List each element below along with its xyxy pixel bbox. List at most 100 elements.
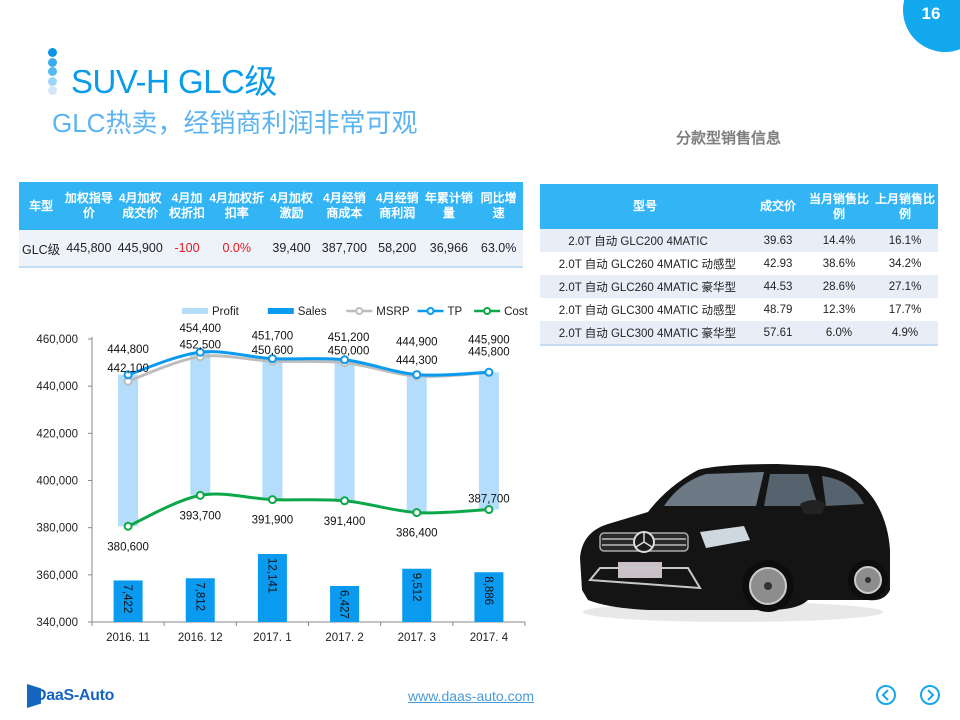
page-title: SUV-H GLC级 bbox=[71, 63, 277, 100]
chevron-left-circle-icon bbox=[881, 689, 889, 701]
table-cell: 57.61 bbox=[750, 321, 806, 346]
svg-text:444,300: 444,300 bbox=[396, 355, 438, 367]
logo-mark-icon bbox=[27, 684, 41, 708]
svg-text:451,200: 451,200 bbox=[328, 332, 370, 344]
column-header: 4月加 权折扣 bbox=[165, 182, 209, 230]
table-cell: 16.1% bbox=[872, 229, 938, 252]
chevron-right-circle-icon bbox=[927, 689, 935, 701]
page-subtitle: GLC热卖，经销商利润非常可观 bbox=[52, 108, 418, 138]
svg-text:445,900: 445,900 bbox=[468, 334, 510, 346]
svg-text:2017. 2: 2017. 2 bbox=[325, 632, 363, 644]
website-link[interactable]: www.daas-auto.com bbox=[408, 688, 535, 704]
svg-text:444,900: 444,900 bbox=[396, 337, 438, 349]
table-cell: 44.53 bbox=[750, 275, 806, 298]
summary-table-header-row: 车型 加权指导价 4月加权 成交价 4月加 权折扣 4月加权折 扣率 4月加权 激励 4月经销 商成本… bbox=[19, 182, 523, 230]
table-cell: 2.0T 自动 GLC260 4MATIC 动感型 bbox=[540, 252, 750, 275]
table-cell: 445,900 bbox=[114, 230, 166, 268]
svg-text:2017. 3: 2017. 3 bbox=[398, 632, 436, 644]
table-cell: 39,400 bbox=[265, 230, 318, 268]
table-row: 2.0T 自动 GLC300 4MATIC 动感型 48.79 12.3% 17.7% bbox=[540, 298, 938, 321]
svg-text:2016. 12: 2016. 12 bbox=[178, 632, 223, 644]
table-cell: 39.63 bbox=[750, 229, 806, 252]
title-dot-3 bbox=[48, 76, 57, 86]
svg-text:452,500: 452,500 bbox=[179, 340, 221, 352]
daas-auto-logo: DaaS-Auto bbox=[27, 684, 114, 708]
title-dot-0 bbox=[48, 48, 57, 57]
column-header: 上月销售比例 bbox=[872, 184, 938, 229]
svg-text:Profit: Profit bbox=[212, 306, 240, 318]
variant-section-label: 分款型销售信息 bbox=[676, 130, 782, 147]
table-row: 2.0T 自动 GLC300 4MATIC 豪华型 57.61 6.0% 4.9% bbox=[540, 321, 938, 346]
svg-text:Cost: Cost bbox=[504, 306, 528, 318]
svg-text:6,427: 6,427 bbox=[338, 590, 350, 619]
table-cell: 48.79 bbox=[750, 298, 806, 321]
svg-text:445,800: 445,800 bbox=[468, 346, 510, 358]
svg-text:12,141: 12,141 bbox=[265, 558, 277, 593]
table-cell: 17.7% bbox=[872, 298, 938, 321]
variant-sales-table: 型号 成交价 当月销售比例上月销售比例 2.0T 自动 GLC200 4MATIC 3… bbox=[540, 184, 938, 346]
svg-text:7,812: 7,812 bbox=[193, 582, 205, 611]
svg-text:391,400: 391,400 bbox=[324, 516, 366, 528]
svg-text:380,600: 380,600 bbox=[107, 541, 149, 553]
svg-text:444,800: 444,800 bbox=[107, 344, 149, 356]
svg-text:MSRP: MSRP bbox=[376, 306, 410, 318]
table-cell: 2.0T 自动 GLC200 4MATIC bbox=[540, 229, 750, 252]
svg-text:Sales: Sales bbox=[298, 306, 327, 318]
previous-page-button[interactable] bbox=[876, 685, 896, 705]
table-cell: 14.4% bbox=[806, 229, 872, 252]
table-cell: 63.0% bbox=[474, 230, 523, 268]
svg-text:2017. 4: 2017. 4 bbox=[470, 632, 509, 644]
svg-text:460,000: 460,000 bbox=[36, 334, 78, 346]
svg-text:450,000: 450,000 bbox=[328, 346, 370, 358]
column-header: 4月经销 商成本 bbox=[317, 182, 371, 230]
title-dot-4 bbox=[48, 86, 57, 95]
svg-text:442,100: 442,100 bbox=[107, 363, 149, 375]
svg-text:7,422: 7,422 bbox=[121, 584, 133, 613]
table-cell: -100 bbox=[165, 230, 209, 268]
logo-text: DaaS-Auto bbox=[35, 687, 115, 704]
title-dot-2 bbox=[48, 67, 57, 76]
svg-text:391,900: 391,900 bbox=[252, 515, 294, 527]
column-header: 型号 bbox=[540, 184, 750, 229]
column-header: 当月销售比例 bbox=[806, 184, 872, 229]
car-image-glc bbox=[568, 440, 898, 630]
column-header: 年累计销量 bbox=[423, 182, 475, 230]
table-cell: 2.0T 自动 GLC300 4MATIC 豪华型 bbox=[540, 321, 750, 346]
column-header: 4月加权 激励 bbox=[265, 182, 318, 230]
table-cell: 42.93 bbox=[750, 252, 806, 275]
column-header: 加权指导价 bbox=[63, 182, 115, 230]
svg-text:8,886: 8,886 bbox=[482, 576, 494, 605]
svg-text:340,000: 340,000 bbox=[36, 617, 78, 629]
table-cell: 2.0T 自动 GLC260 4MATIC 豪华型 bbox=[540, 275, 750, 298]
title-dot-1 bbox=[48, 57, 57, 67]
price-cost-sales-chart: 460,000 440,000 420,000 400,000 380,000 360,0… bbox=[0, 295, 540, 655]
column-header: 成交价 bbox=[750, 184, 806, 229]
column-header: 同比增速 bbox=[474, 182, 523, 230]
title-dots-decoration bbox=[48, 48, 57, 96]
svg-text:386,400: 386,400 bbox=[396, 528, 438, 540]
svg-text:451,700: 451,700 bbox=[252, 331, 294, 343]
table-cell: 6.0% bbox=[806, 321, 872, 346]
table-cell: 34.2% bbox=[872, 252, 938, 275]
svg-text:2017. 1: 2017. 1 bbox=[253, 632, 291, 644]
summary-table: 车型 加权指导价 4月加权 成交价 4月加 权折扣 4月加权折 扣率 4月加权 激励 4月经销 商成本… bbox=[19, 182, 523, 268]
variant-table-header-row: 型号 成交价 当月销售比例上月销售比例 bbox=[540, 184, 938, 229]
svg-text:450,600: 450,600 bbox=[252, 345, 294, 357]
page-number: 16 bbox=[921, 4, 941, 23]
table-row: 2.0T 自动 GLC260 4MATIC 动感型 42.93 38.6% 34.2% bbox=[540, 252, 938, 275]
table-cell: 0.0% bbox=[208, 230, 266, 268]
svg-text:454,400: 454,400 bbox=[179, 323, 221, 335]
svg-text:420,000: 420,000 bbox=[36, 428, 78, 440]
table-row: GLC级 445,800 445,900 -100 0.0% 39,400 387,700 5… bbox=[19, 230, 523, 268]
table-cell: 387,700 bbox=[317, 230, 371, 268]
table-cell: 27.1% bbox=[872, 275, 938, 298]
table-cell: 12.3% bbox=[806, 298, 872, 321]
table-row: 2.0T 自动 GLC260 4MATIC 豪华型 44.53 28.6% 27.1% bbox=[540, 275, 938, 298]
next-page-button[interactable] bbox=[920, 685, 940, 705]
table-cell: GLC级 bbox=[19, 230, 64, 268]
svg-text:380,000: 380,000 bbox=[36, 523, 78, 535]
svg-text:387,700: 387,700 bbox=[468, 494, 510, 506]
column-header: 车型 bbox=[19, 182, 64, 230]
table-cell: 36,966 bbox=[423, 230, 475, 268]
table-cell: 28.6% bbox=[806, 275, 872, 298]
